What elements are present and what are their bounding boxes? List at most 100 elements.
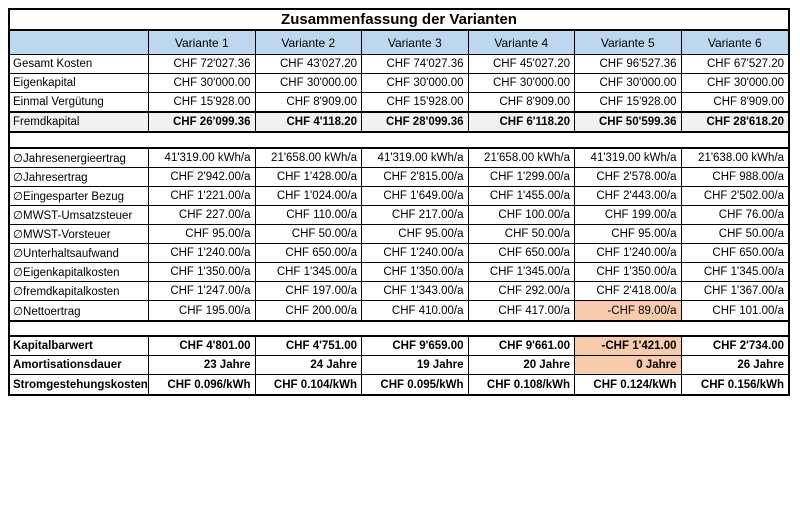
cell[interactable]: CHF 1'240.00/a [575,244,682,262]
column-header[interactable]: Variante 1 [149,31,256,54]
cell[interactable]: CHF 1'221.00/a [149,187,256,205]
cell[interactable]: CHF 988.00/a [712,171,784,183]
cell[interactable]: CHF 650.00/a [469,244,575,262]
table-title[interactable]: Zusammenfassung der Varianten [8,8,790,31]
cell[interactable]: CHF 28'099.36 [362,113,469,131]
row-label[interactable]: Fremdkapital [10,113,149,131]
cell[interactable]: CHF 15'928.00 [149,93,256,111]
cell[interactable]: 41'319.00 kWh/a [575,149,682,167]
cell[interactable]: CHF 2'502.00/a [703,190,784,202]
cell[interactable]: CHF 50.00/a [256,225,362,243]
cell[interactable]: CHF 30'000.00 [469,74,575,92]
cell[interactable]: CHF 1'299.00/a [469,168,575,186]
cell[interactable]: CHF 200.00/a [256,301,362,320]
column-header[interactable]: Variante 5 [575,31,682,54]
cell[interactable]: 21'658.00 kWh/a [256,149,362,167]
cell[interactable]: CHF 67'527.20 [707,58,784,70]
cell[interactable]: CHF 1'428.00/a [256,168,362,186]
cell[interactable]: CHF 2'443.00/a [575,187,682,205]
cell[interactable]: CHF 2'815.00/a [362,168,469,186]
cell[interactable]: CHF 1'455.00/a [469,187,575,205]
cell[interactable]: -CHF 89.00/a [575,301,682,320]
cell[interactable]: CHF 45'027.20 [469,55,575,73]
cell[interactable]: -CHF 1'421.00 [575,337,682,355]
header-corner-cell[interactable] [10,31,149,54]
cell[interactable]: CHF 30'000.00 [149,74,256,92]
cell[interactable]: CHF 96'527.36 [575,55,682,73]
cell[interactable]: CHF 30'000.00 [707,77,784,89]
cell[interactable]: CHF 0.095/kWh [362,375,469,394]
row-label[interactable]: Kapitalbarwert [10,337,149,355]
row-label[interactable]: ∅Eingesparter Bezug [10,187,149,205]
cell[interactable]: 23 Jahre [149,356,256,374]
cell[interactable]: CHF 2'942.00/a [149,168,256,186]
cell[interactable]: CHF 1'350.00/a [149,263,256,281]
cell[interactable]: CHF 1'247.00/a [149,282,256,300]
cell[interactable]: CHF 30'000.00 [256,74,362,92]
cell[interactable]: CHF 2'578.00/a [575,168,682,186]
cell[interactable]: CHF 0.108/kWh [469,375,575,394]
cell[interactable]: CHF 217.00/a [362,206,469,224]
cell[interactable]: CHF 1'367.00/a [703,285,784,297]
cell[interactable]: CHF 30'000.00 [575,74,682,92]
row-label[interactable]: ∅Jahresertrag [10,168,149,186]
row-label[interactable]: Einmal Vergütung [10,93,149,111]
row-label[interactable]: ∅MWST-Umsatzsteuer [10,206,149,224]
cell[interactable]: CHF 26'099.36 [149,113,256,131]
cell[interactable]: CHF 227.00/a [149,206,256,224]
cell[interactable]: CHF 43'027.20 [256,55,362,73]
row-label[interactable]: ∅Unterhaltsaufwand [10,244,149,262]
cell[interactable]: CHF 1'240.00/a [362,244,469,262]
cell[interactable]: CHF 1'350.00/a [362,263,469,281]
cell[interactable]: CHF 0.096/kWh [149,375,256,394]
cell[interactable]: CHF 4'801.00 [149,337,256,355]
column-header[interactable]: Variante 2 [256,31,362,54]
row-label[interactable]: Amortisationsdauer [10,356,149,374]
cell[interactable]: CHF 1'345.00/a [703,266,784,278]
cell[interactable]: CHF 50.00/a [469,225,575,243]
cell[interactable]: CHF 95.00/a [149,225,256,243]
cell[interactable]: CHF 95.00/a [575,225,682,243]
cell[interactable]: CHF 1'240.00/a [149,244,256,262]
cell[interactable]: CHF 1'345.00/a [256,263,362,281]
cell[interactable]: CHF 8'909.00 [469,93,575,111]
cell[interactable]: CHF 95.00/a [362,225,469,243]
cell[interactable]: CHF 1'024.00/a [256,187,362,205]
column-header[interactable]: Variante 6 [707,35,762,50]
cell[interactable]: CHF 8'909.00 [713,96,784,108]
cell[interactable]: 20 Jahre [469,356,575,374]
cell[interactable]: CHF 8'909.00 [256,93,362,111]
cell[interactable]: 0 Jahre [575,356,682,374]
cell[interactable]: CHF 197.00/a [256,282,362,300]
cell[interactable]: 21'658.00 kWh/a [469,149,575,167]
cell[interactable]: CHF 76.00/a [718,209,784,221]
column-header[interactable]: Variante 4 [469,31,575,54]
cell[interactable]: 41'319.00 kWh/a [362,149,469,167]
cell[interactable]: 41'319.00 kWh/a [149,149,256,167]
cell[interactable]: CHF 2'734.00 [712,340,784,352]
cell[interactable]: 26 Jahre [737,359,784,371]
cell[interactable]: CHF 50'599.36 [575,113,682,131]
cell[interactable]: CHF 30'000.00 [362,74,469,92]
cell[interactable]: CHF 199.00/a [575,206,682,224]
cell[interactable]: CHF 50.00/a [718,228,784,240]
cell[interactable]: CHF 6'118.20 [469,113,575,131]
cell[interactable]: CHF 0.104/kWh [256,375,362,394]
row-label[interactable]: ∅Nettoertrag [10,301,149,320]
cell[interactable]: CHF 1'345.00/a [469,263,575,281]
cell[interactable]: CHF 0.124/kWh [575,375,682,394]
column-header[interactable]: Variante 3 [362,31,469,54]
cell[interactable]: CHF 9'661.00 [469,337,575,355]
row-label[interactable]: ∅Eigenkapitalkosten [10,263,149,281]
cell[interactable]: 21'638.00 kWh/a [698,152,784,164]
cell[interactable]: CHF 195.00/a [149,301,256,320]
cell[interactable]: CHF 1'350.00/a [575,263,682,281]
row-label[interactable]: ∅fremdkapitalkosten [10,282,149,300]
row-label[interactable]: Eigenkapital [10,74,149,92]
cell[interactable]: CHF 9'659.00 [362,337,469,355]
cell[interactable]: CHF 2'418.00/a [575,282,682,300]
cell[interactable]: CHF 410.00/a [362,301,469,320]
cell[interactable]: 19 Jahre [362,356,469,374]
cell[interactable]: CHF 650.00/a [256,244,362,262]
row-label[interactable]: Gesamt Kosten [10,55,149,73]
